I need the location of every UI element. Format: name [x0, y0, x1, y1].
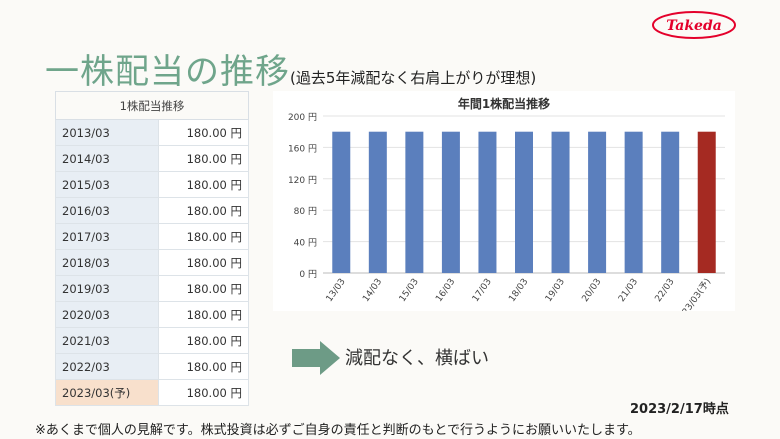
disclaimer: ※あくまで個人の見解です。株式投資は必ずご自身の責任と判断のもとで行うようにお願…	[35, 423, 641, 438]
table-cell-year: 2017/03	[55, 223, 159, 250]
y-tick-label: 80 円	[294, 206, 317, 217]
chart-bar	[368, 131, 387, 273]
page-title: 一株配当の推移(過去5年減配なく右肩上がりが理想)	[45, 44, 536, 93]
bar-chart: 0 円 40 円 80 円 120 円 160 円 200 円 13/03 14/03 15/0…	[288, 112, 725, 311]
chart-bar	[478, 131, 497, 273]
table-row: 2017/03 180.00 円	[55, 223, 249, 250]
table-cell-value: 180.00 円	[158, 197, 249, 224]
chart-bar	[405, 131, 424, 273]
table-row: 2023/03(予) 180.00 円	[55, 379, 249, 406]
table-cell-year: 2020/03	[55, 301, 159, 328]
x-tick-label: 20/03	[580, 277, 603, 304]
right-arrow-icon	[292, 341, 340, 375]
table-cell-value: 180.00 円	[158, 145, 249, 172]
table-cell-value: 180.00 円	[158, 379, 249, 406]
title-main: 一株配当の推移	[45, 52, 290, 92]
chart-panel: 年間1株配当推移 0 円 40 円 80 円 120 円 160 円 200 円 13/03…	[273, 91, 735, 311]
y-tick-label: 120 円	[288, 175, 317, 186]
table-cell-value: 180.00 円	[158, 171, 249, 198]
table-cell-value: 180.00 円	[158, 275, 249, 302]
table-row: 2019/03 180.00 円	[55, 275, 249, 302]
table-cell-year: 2018/03	[55, 249, 159, 276]
y-tick-label: 200 円	[288, 112, 317, 123]
chart-bar	[661, 131, 680, 273]
x-tick-label: 23/03(予)	[680, 276, 713, 311]
x-tick-label: 17/03	[471, 277, 494, 304]
table-cell-year: 2019/03	[55, 275, 159, 302]
as-of-date: 2023/2/17時点	[630, 402, 729, 417]
table-row: 2018/03 180.00 円	[55, 249, 249, 276]
chart-bar	[624, 131, 643, 273]
table-header: 1株配当推移	[55, 91, 249, 120]
table-cell-year: 2021/03	[55, 327, 159, 354]
chart-bar	[697, 131, 716, 273]
table-row: 2021/03 180.00 円	[55, 327, 249, 354]
chart-bar	[551, 131, 570, 273]
summary-note: 減配なく、横ばい	[345, 348, 489, 369]
table-cell-year: 2016/03	[55, 197, 159, 224]
table-row: 2015/03 180.00 円	[55, 171, 249, 198]
table-row: 2016/03 180.00 円	[55, 197, 249, 224]
x-tick-label: 16/03	[434, 277, 457, 304]
table-cell-year: 2022/03	[55, 353, 159, 380]
x-tick-label: 13/03	[325, 277, 348, 304]
dividend-table: 1株配当推移 2013/03 180.00 円 2014/03 180.00 円 201…	[55, 91, 249, 406]
table-cell-value: 180.00 円	[158, 223, 249, 250]
table-row: 2020/03 180.00 円	[55, 301, 249, 328]
table-cell-value: 180.00 円	[158, 353, 249, 380]
x-tick-label: 15/03	[398, 277, 421, 304]
table-cell-value: 180.00 円	[158, 249, 249, 276]
table-cell-value: 180.00 円	[158, 301, 249, 328]
y-tick-label: 0 円	[299, 269, 317, 280]
table-cell-year: 2014/03	[55, 145, 159, 172]
table-row: 2022/03 180.00 円	[55, 353, 249, 380]
chart-bar	[588, 131, 607, 273]
table-row: 2014/03 180.00 円	[55, 145, 249, 172]
table-cell-year: 2023/03(予)	[55, 379, 159, 406]
table-cell-year: 2013/03	[55, 119, 159, 146]
y-tick-label: 160 円	[288, 143, 317, 154]
table-cell-value: 180.00 円	[158, 119, 249, 146]
chart-title: 年間1株配当推移	[457, 97, 551, 111]
chart-bar	[332, 131, 351, 273]
table-cell-year: 2015/03	[55, 171, 159, 198]
x-tick-label: 18/03	[507, 277, 530, 304]
logo-text: Takeda	[666, 18, 722, 34]
table-cell-value: 180.00 円	[158, 327, 249, 354]
chart-bar	[441, 131, 460, 273]
x-tick-label: 21/03	[617, 277, 640, 304]
x-tick-label: 19/03	[544, 277, 567, 304]
takeda-logo: Takeda	[652, 11, 736, 39]
x-tick-label: 14/03	[361, 277, 384, 304]
table-row: 2013/03 180.00 円	[55, 119, 249, 146]
chart-bar	[515, 131, 533, 273]
title-sub: (過去5年減配なく右肩上がりが理想)	[290, 69, 537, 87]
y-tick-label: 40 円	[294, 238, 317, 249]
x-tick-label: 22/03	[654, 277, 677, 304]
